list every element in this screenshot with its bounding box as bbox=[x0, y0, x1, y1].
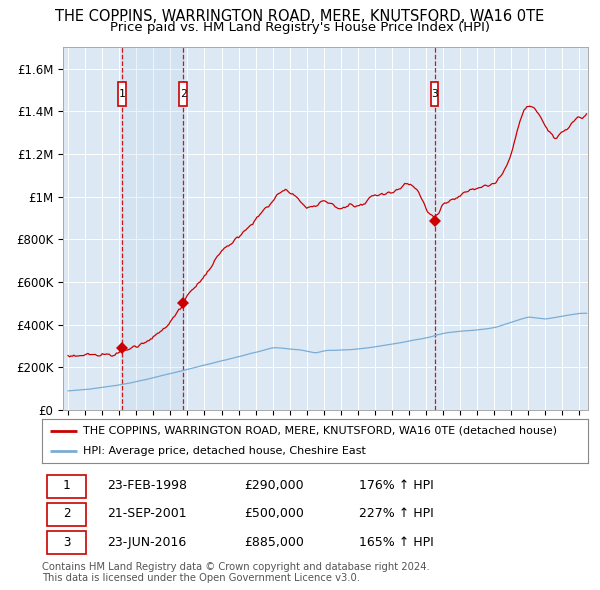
Text: HPI: Average price, detached house, Cheshire East: HPI: Average price, detached house, Ches… bbox=[83, 446, 366, 456]
Text: 176% ↑ HPI: 176% ↑ HPI bbox=[359, 479, 433, 492]
Bar bbox=[118, 83, 126, 106]
Text: 2: 2 bbox=[63, 507, 70, 520]
Text: 3: 3 bbox=[431, 89, 438, 99]
Text: 3: 3 bbox=[63, 536, 70, 549]
Text: THE COPPINS, WARRINGTON ROAD, MERE, KNUTSFORD, WA16 0TE: THE COPPINS, WARRINGTON ROAD, MERE, KNUT… bbox=[55, 9, 545, 24]
Text: THE COPPINS, WARRINGTON ROAD, MERE, KNUTSFORD, WA16 0TE (detached house): THE COPPINS, WARRINGTON ROAD, MERE, KNUT… bbox=[83, 426, 557, 436]
Text: 1: 1 bbox=[63, 479, 70, 492]
Text: £500,000: £500,000 bbox=[244, 507, 304, 520]
Bar bbox=[47, 474, 86, 498]
Bar bbox=[47, 531, 86, 554]
Text: 1: 1 bbox=[119, 89, 125, 99]
Text: £885,000: £885,000 bbox=[244, 536, 304, 549]
Text: Contains HM Land Registry data © Crown copyright and database right 2024.
This d: Contains HM Land Registry data © Crown c… bbox=[42, 562, 430, 584]
Text: 165% ↑ HPI: 165% ↑ HPI bbox=[359, 536, 433, 549]
Text: 23-FEB-1998: 23-FEB-1998 bbox=[107, 479, 188, 492]
Bar bbox=[122, 47, 183, 410]
Text: 2: 2 bbox=[180, 89, 187, 99]
Text: 23-JUN-2016: 23-JUN-2016 bbox=[107, 536, 187, 549]
Text: £290,000: £290,000 bbox=[244, 479, 304, 492]
Text: 227% ↑ HPI: 227% ↑ HPI bbox=[359, 507, 433, 520]
Text: 21-SEP-2001: 21-SEP-2001 bbox=[107, 507, 187, 520]
Bar bbox=[47, 503, 86, 526]
Bar bbox=[179, 83, 187, 106]
Bar bbox=[431, 83, 439, 106]
Text: Price paid vs. HM Land Registry's House Price Index (HPI): Price paid vs. HM Land Registry's House … bbox=[110, 21, 490, 34]
